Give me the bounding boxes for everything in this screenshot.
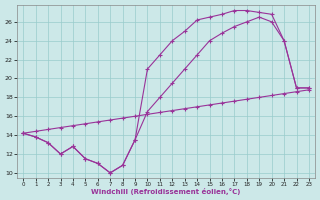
X-axis label: Windchill (Refroidissement éolien,°C): Windchill (Refroidissement éolien,°C) (92, 188, 241, 195)
